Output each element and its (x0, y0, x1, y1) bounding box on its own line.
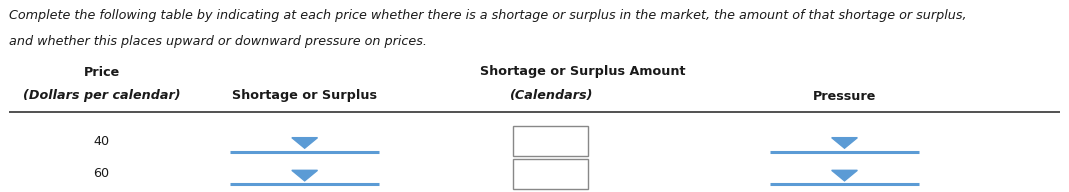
Polygon shape (832, 170, 857, 181)
Text: Complete the following table by indicating at each price whether there is a shor: Complete the following table by indicati… (9, 9, 966, 22)
Text: Pressure: Pressure (812, 89, 877, 103)
Text: Shortage or Surplus Amount: Shortage or Surplus Amount (480, 65, 685, 79)
Polygon shape (292, 170, 317, 181)
Text: and whether this places upward or downward pressure on prices.: and whether this places upward or downwa… (9, 35, 427, 48)
Text: 60: 60 (93, 167, 110, 180)
Bar (513, 126, 588, 156)
Text: Shortage or Surplus: Shortage or Surplus (232, 89, 377, 103)
Text: (Calendars): (Calendars) (509, 89, 592, 103)
Bar (513, 159, 588, 189)
Text: (Dollars per calendar): (Dollars per calendar) (22, 89, 181, 103)
Text: Price: Price (83, 65, 120, 79)
Polygon shape (832, 138, 857, 148)
Polygon shape (292, 138, 317, 148)
Text: 40: 40 (93, 135, 110, 148)
